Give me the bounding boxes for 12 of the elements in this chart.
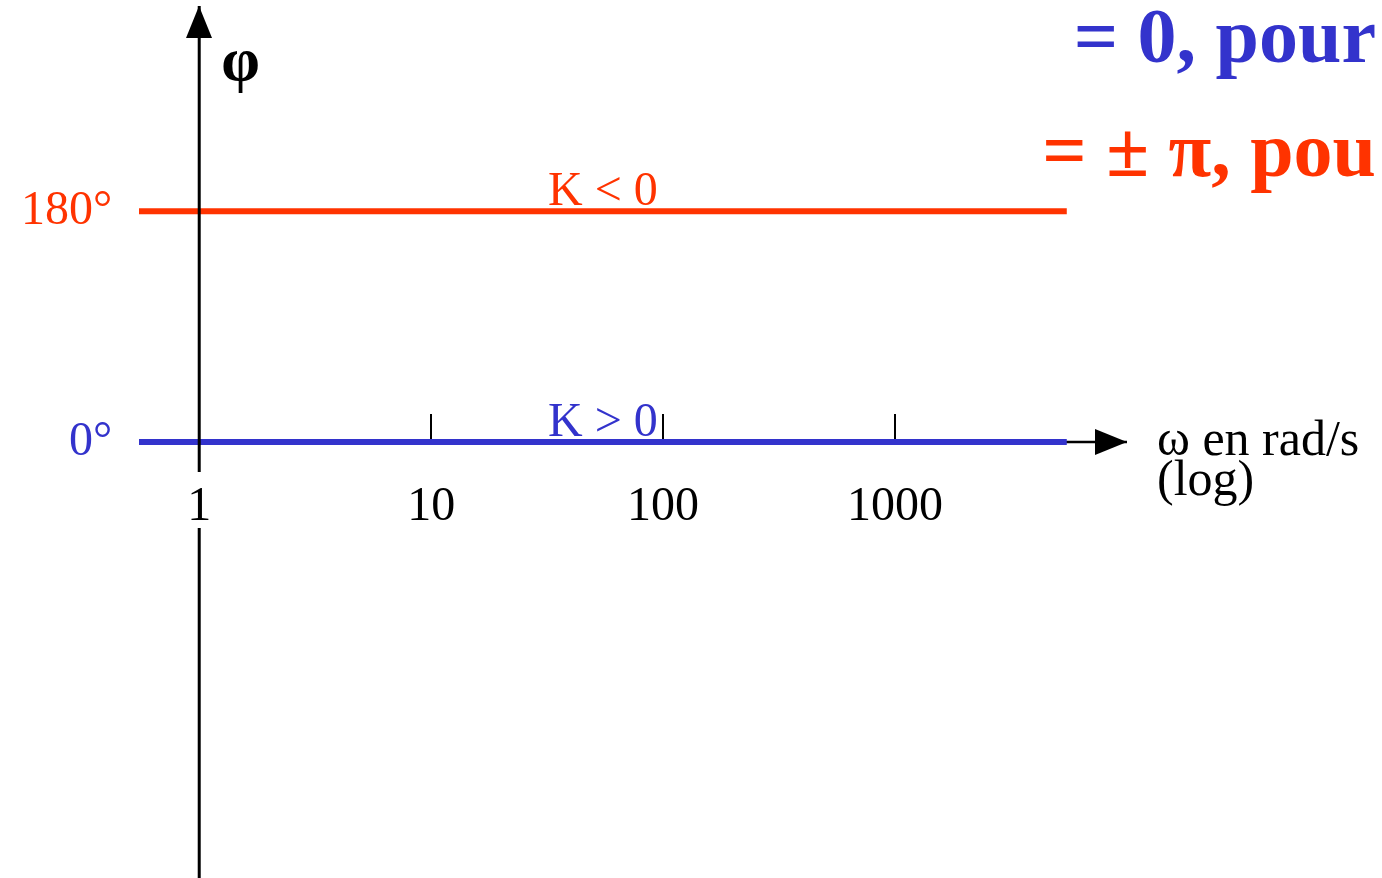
y-axis-title: φ	[221, 25, 260, 93]
x-axis-title: ω en rad/s (log)	[1157, 410, 1360, 506]
x-tick-label: 1	[187, 477, 212, 530]
series-label: K < 0	[548, 162, 658, 216]
x-tick-label: 100	[627, 477, 700, 530]
y-tick-label: 180°	[21, 180, 113, 234]
x-tick-label: 10	[407, 477, 456, 530]
y-tick-label: 0°	[69, 411, 113, 465]
series-label: K > 0	[548, 393, 658, 446]
annotation: = 0, pour	[1073, 0, 1376, 79]
annotation: = ± π, pou	[1042, 106, 1376, 193]
x-tick-label: 1000	[847, 477, 944, 530]
